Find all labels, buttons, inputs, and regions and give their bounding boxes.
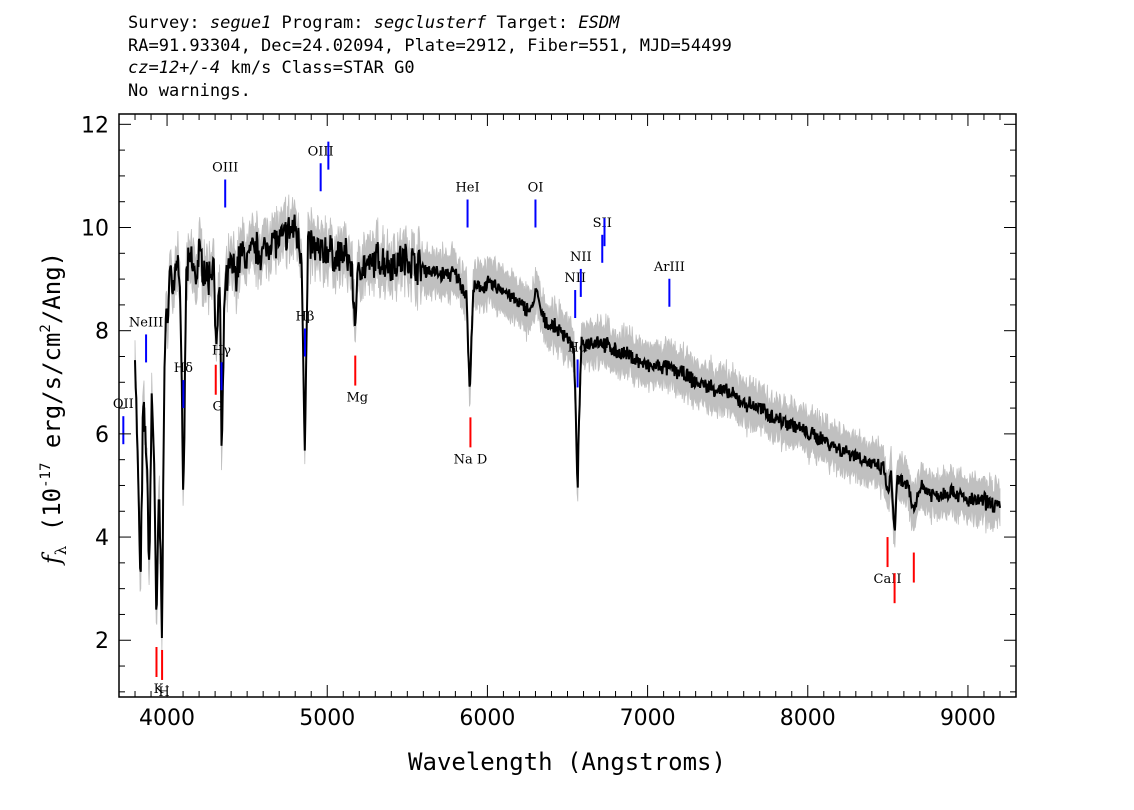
spectrum-header: Survey: segue1 Program: segclusterf Targ… xyxy=(128,12,732,102)
header-line-4: No warnings. xyxy=(128,80,251,101)
x-tick-label: 5000 xyxy=(299,706,355,731)
spectrum-line xyxy=(134,214,1001,639)
target-value: ESDM xyxy=(578,13,620,33)
emission-label: OIII xyxy=(308,144,334,159)
absorption-label: CaII xyxy=(874,572,902,587)
emission-label: NII xyxy=(564,271,586,286)
absorption-label: Mg xyxy=(346,391,368,406)
x-axis-label: Wavelength (Angstroms) xyxy=(408,748,726,776)
program-value: segclusterf xyxy=(373,13,487,33)
redshift-value: cz=12+/-4 xyxy=(128,58,221,78)
x-tick-label: 4000 xyxy=(139,706,195,731)
emission-label: Hα xyxy=(568,340,588,355)
y-tick-label: 6 xyxy=(95,423,109,448)
y-tick-label: 12 xyxy=(81,113,109,138)
target-label: Target: xyxy=(486,13,579,33)
y-axis-label: fλ (10-17 erg/s/cm2/Ang) xyxy=(38,252,70,566)
absorption-label: Na D xyxy=(454,452,488,467)
emission-label: Hβ xyxy=(296,309,315,324)
x-tick-label: 8000 xyxy=(780,706,836,731)
program-label: Program: xyxy=(271,13,374,33)
emission-label: NeIII xyxy=(129,315,163,330)
absorption-label: K xyxy=(154,682,164,697)
axes: 4000 5000 6000 7000 8000 9000 2 4 6 8 10 12 xyxy=(81,113,1017,731)
y-tick-label: 8 xyxy=(95,320,109,345)
header-line-1: Survey: segue1 Program: segclusterf Targ… xyxy=(128,12,732,35)
plot-area: OII NeIII Hδ Hγ OIII Hβ OIII HeI OI NII Hα NII SII Ar… xyxy=(113,141,1001,700)
x-tick-label: 6000 xyxy=(459,706,515,731)
class-value: km/s Class=STAR G0 xyxy=(220,58,415,78)
emission-label: OIII xyxy=(212,161,238,176)
absorption-label: H xyxy=(158,685,169,700)
spectrum-layer xyxy=(134,194,1001,652)
survey-label: Survey: xyxy=(128,13,210,33)
absorption-label: G xyxy=(213,400,223,415)
emission-label: Hγ xyxy=(212,343,231,358)
y-tick-label: 2 xyxy=(95,629,109,654)
emission-label: OII xyxy=(113,397,134,412)
emission-label: ArIII xyxy=(653,260,685,275)
header-line-2: RA=91.93304, Dec=24.02094, Plate=2912, F… xyxy=(128,35,732,56)
survey-value: segue1 xyxy=(209,13,272,33)
error-band xyxy=(134,194,1001,652)
x-tick-label: 9000 xyxy=(940,706,996,731)
emission-label: HeI xyxy=(455,181,479,196)
y-tick-label: 10 xyxy=(81,217,109,242)
emission-label: NII xyxy=(570,250,592,265)
svg-text:fλ (10-17 erg/s/cm2/Ang): fλ (10-17 erg/s/cm2/Ang) xyxy=(38,252,70,566)
plot-frame xyxy=(118,113,1017,698)
emission-label: SII xyxy=(593,216,612,231)
x-tick-label: 7000 xyxy=(620,706,676,731)
emission-label: Hδ xyxy=(174,361,193,376)
emission-label: OI xyxy=(528,181,544,196)
y-tick-label: 4 xyxy=(95,526,109,551)
header-line-3: cz=12+/-4 km/s Class=STAR G0 xyxy=(128,57,732,80)
